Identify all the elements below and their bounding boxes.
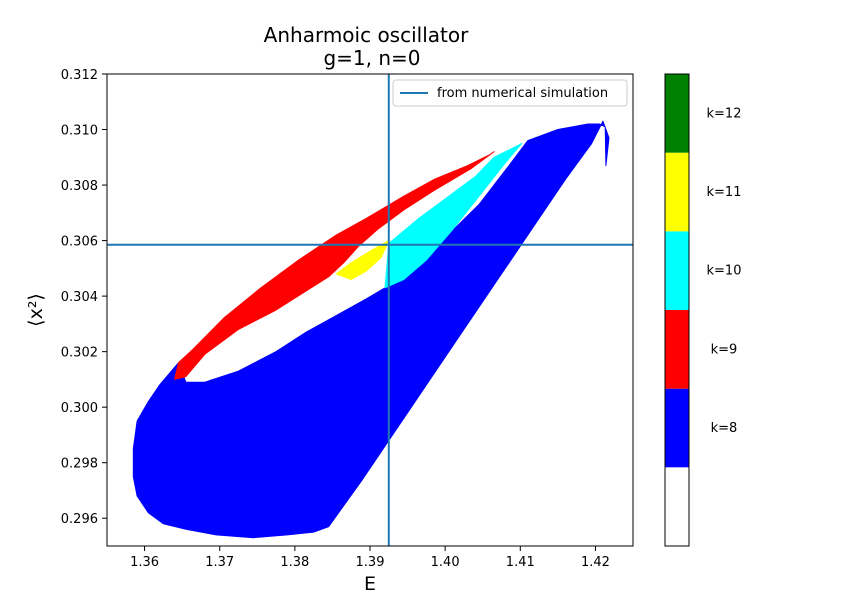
legend: from numerical simulation <box>392 79 628 107</box>
colorbar: k=8 k=9 k=10 k=11 k=12 <box>664 73 742 547</box>
y-tick-label: 0.304 <box>61 290 98 305</box>
colorbar-segment <box>665 74 689 153</box>
y-axis-label: ⟨x²⟩ <box>25 293 47 327</box>
x-axis: 1.36 1.37 1.38 1.39 1.40 1.41 1.42 <box>130 546 610 570</box>
colorbar-segment <box>665 231 689 310</box>
colorbar-label: k=10 <box>707 264 742 279</box>
x-tick-label: 1.38 <box>280 555 309 570</box>
colorbar-segment <box>665 388 689 468</box>
x-tick-label: 1.41 <box>506 555 535 570</box>
region-layer <box>132 120 610 539</box>
legend-label: from numerical simulation <box>437 86 608 101</box>
colorbar-label: k=11 <box>707 185 742 200</box>
y-tick-label: 0.306 <box>61 235 98 250</box>
chart-subtitle: g=1, n=0 <box>323 46 420 70</box>
region-k10 <box>384 142 523 289</box>
x-tick-label: 1.40 <box>431 555 460 570</box>
x-tick-label: 1.36 <box>130 555 159 570</box>
colorbar-label: k=8 <box>711 421 738 436</box>
x-axis-label: E <box>364 573 376 595</box>
region-k9 <box>174 151 495 380</box>
x-tick-label: 1.42 <box>581 555 610 570</box>
y-axis: 0.296 0.298 0.300 0.302 0.304 0.306 0.308 0.310… <box>61 68 107 527</box>
colorbar-label: k=9 <box>711 342 738 357</box>
colorbar-segment <box>665 152 689 232</box>
colorbar-frame <box>664 73 690 547</box>
colorbar-label: k=12 <box>707 106 742 121</box>
y-tick-label: 0.310 <box>61 124 98 139</box>
region-k11 <box>335 240 390 280</box>
region-k8 <box>132 120 610 539</box>
legend-box <box>392 79 628 107</box>
y-tick-label: 0.302 <box>61 346 98 361</box>
y-tick-label: 0.296 <box>61 512 98 527</box>
chart-title: Anharmoic oscillator <box>264 23 469 47</box>
colorbar-segment <box>665 310 689 389</box>
y-tick-label: 0.298 <box>61 457 98 472</box>
y-tick-label: 0.300 <box>61 401 98 416</box>
reference-layer <box>107 74 633 546</box>
x-tick-label: 1.37 <box>205 555 234 570</box>
y-tick-label: 0.308 <box>61 179 98 194</box>
colorbar-segment <box>665 467 689 546</box>
x-tick-label: 1.39 <box>356 555 385 570</box>
y-tick-label: 0.312 <box>61 68 98 83</box>
